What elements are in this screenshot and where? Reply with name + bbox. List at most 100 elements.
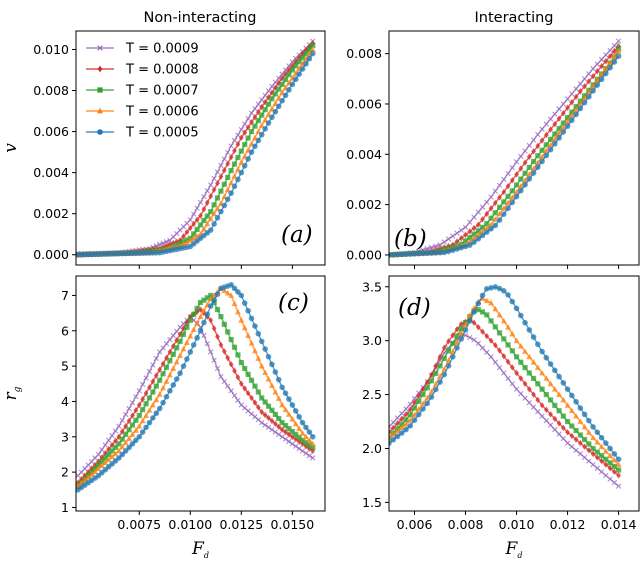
- data-point-c-4-13: [119, 451, 126, 458]
- legend-marker-3: [97, 107, 103, 114]
- data-point-c-3-44: [224, 289, 231, 296]
- data-point-d-4-45: [577, 405, 584, 411]
- data-point-c-4-21: [146, 419, 153, 426]
- data-point-a-2-66: [299, 55, 306, 61]
- data-point-a-4-54: [258, 131, 265, 138]
- data-point-d-1-6: [412, 399, 417, 406]
- data-point-c-3-36: [197, 313, 204, 320]
- data-point-c-3-15: [126, 435, 133, 441]
- data-point-a-0-47: [235, 132, 241, 138]
- data-point-d-1-53: [611, 468, 617, 476]
- y-tick-label-d-4: 3.5: [362, 279, 382, 294]
- panel-tag-d: (d): [398, 295, 431, 321]
- data-point-c-2-19: [140, 407, 146, 413]
- data-point-b-3-44: [573, 106, 580, 113]
- data-point-d-2-47: [586, 441, 592, 447]
- data-point-c-3-16: [129, 431, 136, 437]
- data-point-d-0-25: [492, 359, 498, 365]
- data-point-d-2-26: [496, 330, 503, 336]
- x-tick-label-d-3: 0.012: [550, 517, 586, 532]
- data-point-a-4-60: [279, 97, 285, 104]
- data-point-d-1-38: [548, 411, 553, 418]
- data-point-b-1-49: [594, 68, 600, 75]
- data-point-b-3-30: [513, 188, 520, 195]
- data-point-d-2-29: [509, 348, 515, 354]
- data-point-b-1-20: [471, 224, 477, 232]
- legend-label-0: T = 0.0009: [125, 42, 199, 57]
- data-point-a-4-47: [235, 176, 241, 183]
- data-point-b-0-35: [535, 131, 541, 138]
- data-point-b-0-11: [433, 243, 439, 249]
- data-point-b-0-41: [560, 101, 567, 107]
- data-point-c-0-21: [146, 368, 153, 375]
- data-point-c-3-35: [194, 319, 201, 326]
- data-point-d-1-0: [389, 429, 392, 436]
- data-point-c-4-55: [262, 346, 268, 352]
- data-point-b-1-29: [509, 177, 515, 184]
- data-point-d-3-51: [602, 447, 609, 454]
- data-point-b-2-32: [522, 170, 528, 176]
- data-point-d-1-14: [446, 338, 451, 345]
- data-point-d-3-39: [551, 385, 558, 392]
- data-point-d-1-3: [399, 415, 405, 423]
- data-point-d-1-27: [501, 352, 507, 360]
- data-point-a-2-64: [293, 63, 299, 69]
- data-point-a-1-40: [211, 186, 217, 193]
- data-point-d-3-52: [607, 452, 614, 459]
- y-tick-label-a-4: 0.008: [33, 83, 69, 98]
- data-point-c-0-60: [279, 434, 285, 440]
- data-point-b-0-28: [505, 170, 511, 177]
- data-point-c-2-25: [160, 371, 166, 377]
- data-point-a-4-63: [289, 81, 296, 88]
- data-point-a-4-51: [248, 149, 255, 155]
- data-point-b-0-43: [569, 91, 575, 97]
- data-point-d-1-34: [531, 391, 536, 398]
- data-point-d-2-49: [594, 449, 600, 455]
- series-markers-d-3: [389, 295, 622, 468]
- data-point-d-0-32: [522, 395, 528, 401]
- data-point-a-2-40: [211, 202, 217, 208]
- data-point-b-1-47: [586, 78, 592, 85]
- data-point-d-4-29: [509, 298, 516, 305]
- data-point-b-2-24: [488, 215, 494, 221]
- data-point-b-4-13: [441, 249, 448, 256]
- data-point-d-0-34: [530, 404, 537, 410]
- data-point-d-1-51: [603, 461, 609, 468]
- data-point-b-0-22: [479, 204, 486, 210]
- data-point-b-4-21: [475, 236, 482, 242]
- data-point-a-4-68: [306, 55, 313, 62]
- data-point-b-4-52: [607, 64, 613, 71]
- data-point-d-4-18: [462, 327, 469, 333]
- data-point-c-3-24: [156, 391, 163, 397]
- data-point-d-0-26: [496, 364, 503, 371]
- data-point-c-1-19: [140, 395, 146, 403]
- legend-marker-2: [97, 87, 103, 93]
- data-point-b-3-26: [496, 210, 503, 217]
- data-point-c-2-12: [116, 441, 122, 447]
- data-point-d-3-9: [424, 394, 431, 401]
- data-point-a-2-38: [204, 213, 210, 219]
- data-point-b-0-49: [594, 61, 601, 67]
- data-point-b-2-20: [471, 231, 477, 237]
- data-point-b-4-7: [415, 250, 422, 257]
- data-point-b-1-18: [463, 231, 468, 239]
- data-point-d-2-11: [433, 370, 439, 376]
- data-point-c-0-19: [139, 381, 146, 388]
- data-point-c-2-9: [106, 451, 112, 458]
- data-point-d-0-35: [535, 408, 541, 415]
- data-point-d-3-50: [598, 443, 605, 450]
- data-point-d-4-38: [547, 361, 554, 367]
- data-point-d-4-34: [530, 334, 537, 340]
- y-tick-label-b-3: 0.006: [346, 96, 382, 111]
- data-point-b-4-39: [552, 140, 558, 147]
- data-point-c-2-7: [99, 458, 105, 465]
- data-point-d-4-46: [581, 411, 588, 418]
- data-point-c-3-28: [170, 365, 177, 371]
- data-point-c-3-13: [119, 443, 126, 450]
- data-point-c-2-69: [310, 444, 316, 450]
- series-line-b-1: [389, 45, 620, 256]
- data-point-a-3-40: [211, 210, 218, 217]
- panel-tag-c: (c): [278, 290, 309, 316]
- data-point-a-2-67: [303, 50, 309, 57]
- data-point-d-2-38: [547, 397, 554, 403]
